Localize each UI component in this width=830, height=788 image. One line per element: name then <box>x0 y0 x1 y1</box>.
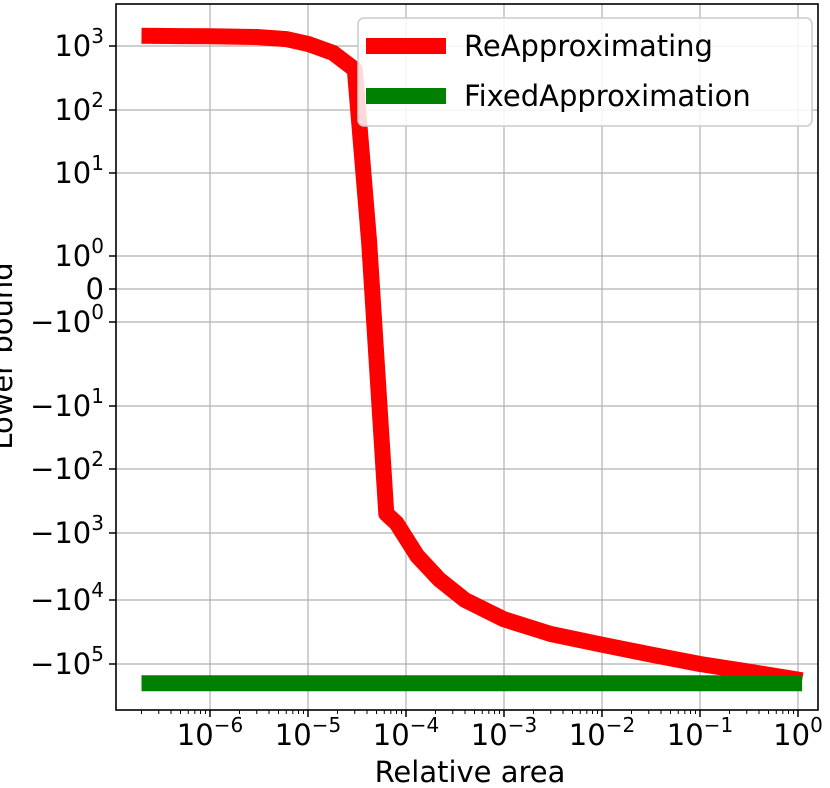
y-tick-label-1: 102 <box>54 88 104 127</box>
legend-label-reapproximating: ReApproximating <box>464 29 713 63</box>
x-tick-label-3: 10−3 <box>471 713 537 752</box>
x-tick-label-1: 10−5 <box>275 713 341 752</box>
y-tick-label-2: 101 <box>54 151 104 190</box>
series-line-reapproximating <box>141 27 804 689</box>
y-tick-label-5: −100 <box>30 300 104 339</box>
x-tick-label-6: 100 <box>773 713 823 752</box>
legend-label-fixedapproximation: FixedApproximation <box>464 79 751 113</box>
plot-frame <box>115 3 819 711</box>
y-tick-label-10: −105 <box>30 642 104 681</box>
x-tick-label-4: 10−2 <box>569 713 635 752</box>
series-layer <box>141 27 804 692</box>
x-tick-label-5: 10−1 <box>667 713 733 752</box>
x-tick-label-2: 10−4 <box>373 713 439 752</box>
y-tick-label-3: 100 <box>54 234 104 273</box>
y-tick-label-8: −103 <box>30 511 104 550</box>
y-tick-label-6: −101 <box>30 384 104 423</box>
y-axis-label: Lower bound <box>0 262 19 449</box>
plot-area-border <box>115 3 819 711</box>
x-tick-label-0: 10−6 <box>177 713 243 752</box>
y-tick-label-7: −102 <box>30 447 104 486</box>
y-tick-label-4: 0 <box>86 272 104 306</box>
tick-layer: 10−6 10−5 10−4 10−3 10−2 10−1 1001031021011000… <box>30 24 823 752</box>
legend-box <box>357 17 813 127</box>
legend: ReApproximating FixedApproximation <box>357 17 813 127</box>
y-tick-label-0: 103 <box>54 24 104 63</box>
x-axis-label: Relative area <box>375 755 566 784</box>
y-tick-label-9: −104 <box>30 578 104 617</box>
